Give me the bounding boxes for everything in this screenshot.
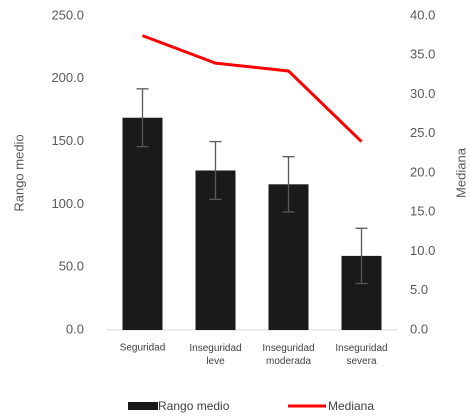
- y2-tick-label: 0.0: [410, 321, 428, 336]
- y-tick-label: 200.0: [51, 70, 84, 85]
- y-axis-title: Rango medio: [11, 134, 26, 211]
- x-tick-label: Inseguridad leve: [189, 343, 241, 367]
- legend-label: Mediana: [328, 399, 374, 413]
- y-tick-label: 250.0: [51, 7, 84, 22]
- y2-axis-title: Mediana: [453, 147, 468, 198]
- x-tick-label: Seguridad: [120, 343, 166, 354]
- error-bar: [136, 88, 149, 148]
- y2-tick-label: 40.0: [410, 7, 435, 22]
- y-tick-label: 50.0: [59, 259, 84, 274]
- error-bar: [209, 140, 222, 201]
- y2-tick-label: 25.0: [410, 125, 435, 140]
- y2-tick-label: 30.0: [410, 86, 435, 101]
- x-tick-label: Inseguridad moderada: [262, 343, 314, 367]
- y2-tick-label: 35.0: [410, 47, 435, 62]
- y2-tick-label: 5.0: [410, 282, 428, 297]
- x-tick-label: Inseguridad severa: [335, 343, 387, 367]
- y-tick-label: 150.0: [51, 133, 84, 148]
- y2-tick-label: 15.0: [410, 204, 435, 219]
- y-tick-label: 100.0: [51, 196, 84, 211]
- y2-tick-label: 20.0: [410, 164, 435, 179]
- error-bar: [282, 156, 295, 213]
- y-tick-label: 0.0: [66, 321, 84, 336]
- legend-label: Rango medio: [158, 399, 230, 413]
- bar: [122, 117, 163, 331]
- y2-tick-label: 10.0: [410, 243, 435, 258]
- line: [141, 34, 363, 143]
- legend-swatch: [128, 402, 158, 410]
- error-bar: [355, 227, 368, 285]
